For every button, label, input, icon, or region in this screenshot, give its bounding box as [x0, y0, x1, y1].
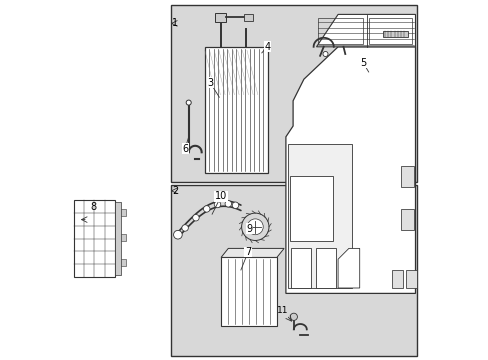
Polygon shape — [337, 248, 359, 288]
Circle shape — [224, 201, 231, 207]
Circle shape — [186, 100, 191, 105]
Circle shape — [203, 206, 209, 212]
Bar — [382, 31, 407, 37]
Bar — [391, 270, 402, 288]
Text: 3: 3 — [207, 78, 213, 88]
Circle shape — [214, 201, 220, 208]
Text: 4: 4 — [264, 42, 270, 52]
Bar — [115, 202, 121, 275]
Bar — [170, 5, 416, 182]
Text: 6: 6 — [182, 144, 188, 154]
Circle shape — [322, 51, 327, 57]
Circle shape — [192, 215, 199, 221]
Polygon shape — [221, 248, 284, 257]
Text: 2: 2 — [172, 186, 178, 196]
Bar — [204, 47, 267, 173]
Text: 1: 1 — [172, 18, 178, 28]
Bar — [316, 248, 336, 288]
Bar — [215, 13, 225, 22]
Bar — [368, 18, 411, 44]
Polygon shape — [285, 47, 415, 293]
Bar — [221, 257, 276, 326]
Bar — [170, 185, 416, 356]
Circle shape — [173, 230, 182, 239]
Text: 7: 7 — [244, 247, 251, 257]
Text: 9: 9 — [246, 224, 252, 234]
Polygon shape — [316, 14, 415, 47]
Bar — [400, 209, 413, 230]
Text: 5: 5 — [360, 58, 366, 68]
Circle shape — [247, 219, 263, 235]
Bar — [121, 234, 125, 241]
Bar — [291, 248, 310, 288]
Bar — [289, 176, 332, 241]
Text: 10: 10 — [215, 191, 227, 201]
Circle shape — [289, 313, 297, 320]
Bar — [244, 14, 252, 21]
Bar — [73, 200, 115, 277]
Bar — [121, 259, 125, 266]
Bar — [287, 144, 352, 288]
Bar — [318, 18, 363, 44]
Text: 8: 8 — [90, 202, 96, 212]
Bar — [406, 270, 416, 288]
Circle shape — [232, 202, 238, 208]
Bar — [400, 166, 413, 187]
Bar — [121, 209, 125, 216]
Circle shape — [241, 213, 268, 240]
Circle shape — [182, 225, 188, 231]
Text: 11: 11 — [276, 306, 287, 315]
